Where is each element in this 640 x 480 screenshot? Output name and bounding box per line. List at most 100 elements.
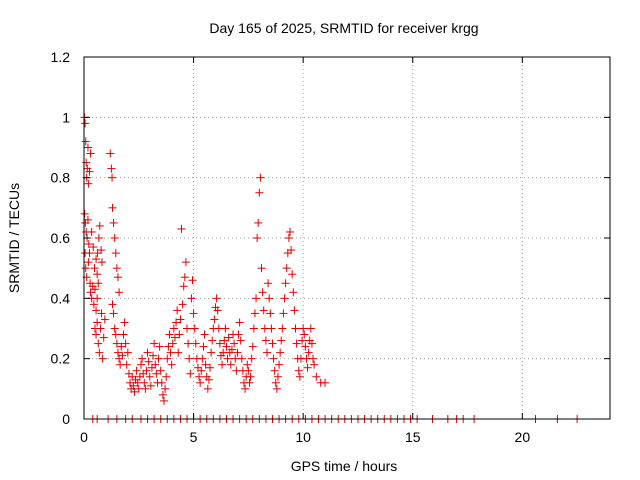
data-point	[108, 173, 117, 182]
data-point	[112, 264, 121, 273]
data-point	[261, 336, 270, 345]
data-point	[300, 330, 309, 339]
data-point	[176, 315, 185, 324]
data-point	[84, 179, 93, 188]
data-point	[221, 324, 230, 333]
data-point	[226, 360, 235, 369]
data-point	[195, 372, 204, 381]
x-tick-label: 15	[405, 429, 421, 445]
data-point	[252, 294, 261, 303]
y-tick-label: 0.6	[51, 230, 71, 246]
data-point	[90, 285, 99, 294]
data-point	[287, 246, 296, 255]
data-point	[84, 258, 93, 267]
data-point	[108, 203, 117, 212]
data-point	[196, 378, 205, 387]
data-point	[161, 384, 170, 393]
data-point	[289, 288, 298, 297]
data-point	[159, 396, 168, 405]
x-axis-label: GPS time / hours	[291, 458, 398, 474]
data-point	[173, 306, 182, 315]
data-point	[256, 173, 265, 182]
data-point	[136, 360, 145, 369]
data-point	[292, 339, 301, 348]
data-point	[266, 309, 275, 318]
data-point	[244, 366, 253, 375]
data-point	[259, 306, 268, 315]
data-point	[138, 354, 147, 363]
data-point	[100, 315, 109, 324]
data-point	[177, 224, 186, 233]
data-point	[168, 339, 177, 348]
data-point	[155, 342, 164, 351]
data-point	[220, 336, 229, 345]
data-point	[142, 366, 151, 375]
data-point	[163, 354, 172, 363]
data-point	[151, 360, 160, 369]
data-point	[270, 366, 279, 375]
data-point	[89, 243, 98, 252]
data-point	[267, 324, 276, 333]
data-point	[93, 294, 102, 303]
data-point	[178, 300, 187, 309]
data-point	[233, 348, 242, 357]
data-point	[298, 336, 307, 345]
data-point	[81, 137, 90, 146]
data-point	[96, 324, 105, 333]
data-point	[145, 372, 154, 381]
data-point	[248, 342, 257, 351]
data-point	[141, 384, 150, 393]
data-point	[121, 339, 130, 348]
y-tick-label: 0.2	[51, 351, 71, 367]
data-point	[154, 354, 163, 363]
data-point	[277, 336, 286, 345]
data-point	[191, 339, 200, 348]
data-point	[85, 167, 94, 176]
data-point	[149, 351, 158, 360]
data-point	[269, 354, 278, 363]
axis-ticks	[83, 56, 610, 420]
data-point	[264, 279, 273, 288]
data-point	[113, 348, 122, 357]
data-point	[81, 264, 90, 273]
data-point	[92, 330, 101, 339]
data-point	[99, 333, 108, 342]
data-point	[295, 372, 304, 381]
data-point	[84, 240, 93, 249]
data-point	[199, 342, 208, 351]
data-point	[230, 339, 239, 348]
data-point	[291, 324, 300, 333]
data-point	[123, 348, 132, 357]
data-point	[299, 324, 308, 333]
data-point	[306, 324, 315, 333]
data-point	[107, 164, 116, 173]
data-point	[210, 315, 219, 324]
data-point	[185, 354, 194, 363]
data-point	[97, 309, 106, 318]
data-point	[97, 246, 106, 255]
data-point	[307, 339, 316, 348]
data-point	[282, 264, 291, 273]
data-point	[92, 306, 101, 315]
data-point	[184, 339, 193, 348]
data-point	[280, 294, 289, 303]
data-point	[118, 351, 127, 360]
data-point	[222, 342, 231, 351]
data-point	[165, 330, 174, 339]
data-point	[129, 381, 138, 390]
data-point	[113, 273, 122, 282]
data-point	[181, 258, 190, 267]
data-point	[294, 366, 303, 375]
data-point	[278, 324, 287, 333]
data-point	[290, 306, 299, 315]
data-point	[82, 158, 91, 167]
data-point	[253, 234, 262, 242]
data-point	[83, 143, 92, 152]
data-point	[183, 324, 192, 333]
x-tick-label: 5	[190, 429, 198, 445]
y-tick-label: 0.8	[51, 170, 71, 186]
data-point	[158, 390, 167, 399]
data-point	[81, 249, 90, 258]
data-point	[146, 381, 155, 390]
